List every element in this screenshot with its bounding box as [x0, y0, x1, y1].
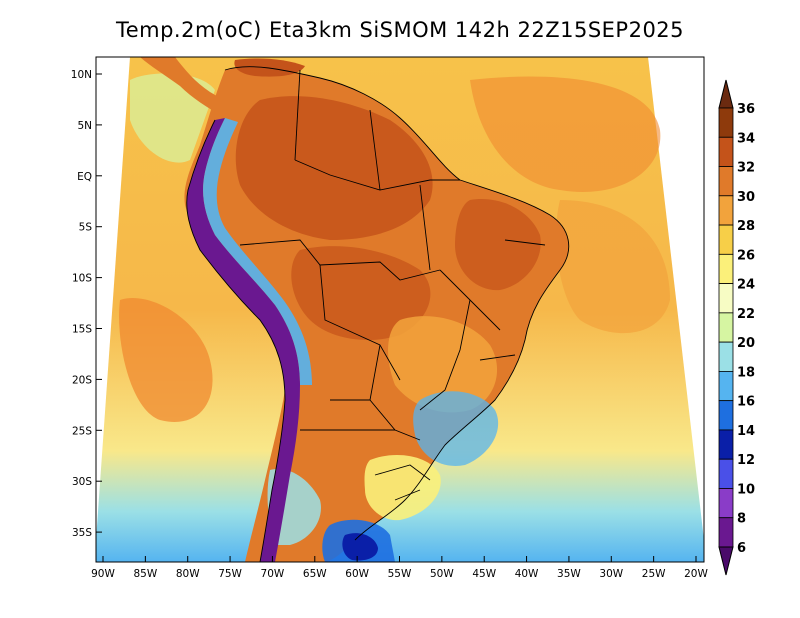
central-america-land [140, 57, 232, 116]
colorbar-label: 28 [737, 219, 755, 234]
lat-tick-label: 5S [79, 222, 93, 234]
atlantic-warm-zone-2 [556, 200, 670, 334]
lon-tick-label: 70W [261, 568, 285, 580]
colorbar-label: 6 [737, 541, 746, 556]
colorbar-band [718, 341, 734, 372]
lon-tick-label: 45W [472, 568, 496, 580]
lat-tick-label: 5N [77, 120, 92, 132]
andes-cold-fringe [203, 118, 312, 385]
colorbar-band [718, 458, 734, 489]
colorbar-label: 16 [737, 395, 755, 410]
lat-tick-label: 10S [72, 273, 92, 285]
northeast-hot-zone [455, 199, 541, 291]
colorbar-label: 10 [737, 482, 755, 497]
lon-tick-label: 20W [684, 568, 708, 580]
colorbar-band [718, 370, 734, 402]
colorbar-label: 36 [737, 102, 755, 117]
colorbar-band [718, 195, 734, 226]
map-title: Temp.2m(oC) Eta3km SiSMOM 142h 22Z15SEP2… [115, 18, 685, 42]
southeast-cool-zone [413, 391, 499, 466]
lat-tick-label: EQ [77, 171, 92, 183]
colorbar-label: 32 [737, 161, 755, 176]
colorbar-label: 34 [737, 131, 755, 146]
lat-tick-label: 10N [71, 69, 92, 81]
lat-tick-label: 20S [72, 374, 92, 386]
colorbar-band [718, 224, 734, 255]
colorbar-band [718, 107, 734, 138]
colorbar-band [718, 253, 734, 284]
longitude-axis: 90W 85W 80W 75W 70W 65W 60W 55W 50W 45W 40W 35W 30W 2… [91, 556, 708, 580]
colorbar-band [718, 400, 734, 431]
lat-tick-label: 25S [72, 425, 92, 437]
colorbar-band [718, 283, 734, 314]
lon-tick-label: 85W [133, 568, 157, 580]
pampas-cold-core [342, 533, 378, 561]
colorbar-label: 14 [737, 424, 755, 439]
south-cool-zone [364, 455, 441, 521]
colorbar-band [718, 312, 734, 343]
lon-tick-label: 60W [345, 568, 369, 580]
colorbar-bottom-arrow [718, 546, 734, 576]
andes-cold-ridge [186, 118, 300, 562]
colorbar-band [718, 429, 734, 460]
lon-tick-label: 40W [515, 568, 539, 580]
lon-tick-label: 50W [430, 568, 454, 580]
colorbar: 36 34 32 30 28 26 24 22 20 18 16 14 12 10 8 6 [718, 79, 755, 576]
map-field [96, 57, 704, 562]
colorbar-band [718, 517, 734, 548]
pacific-warm-zone [119, 298, 213, 422]
lat-tick-label: 30S [72, 476, 92, 488]
lon-tick-label: 65W [303, 568, 327, 580]
colorbar-label: 26 [737, 248, 755, 263]
lon-tick-label: 90W [91, 568, 115, 580]
colorbar-label: 22 [737, 307, 755, 322]
colorbar-label: 30 [737, 190, 755, 205]
colorbar-label: 24 [737, 278, 755, 293]
colorbar-label: 8 [737, 512, 746, 527]
lon-tick-label: 80W [176, 568, 200, 580]
atlantic-warm-zone [470, 76, 661, 192]
lat-tick-label: 15S [72, 324, 92, 336]
lat-tick-label: 35S [72, 527, 92, 539]
lon-tick-label: 35W [557, 568, 581, 580]
latitude-axis: 10N 5N EQ 5S 10S 15S 20S 25S 30S 35S [71, 69, 102, 539]
colorbar-label: 12 [737, 453, 755, 468]
colorbar-band [718, 488, 734, 519]
caribbean-coast-hot [234, 58, 305, 77]
colorbar-band [718, 136, 734, 167]
colorbar-band [718, 166, 734, 197]
cerrado-warm-zone [388, 316, 498, 413]
lon-tick-label: 75W [218, 568, 242, 580]
central-hot-zone [291, 246, 431, 340]
lon-tick-label: 30W [599, 568, 623, 580]
colorbar-top-arrow [718, 79, 734, 109]
country-borders [186, 66, 570, 562]
lon-tick-label: 25W [642, 568, 666, 580]
colorbar-label: 20 [737, 336, 755, 351]
amazon-hot-zone [235, 96, 433, 240]
colorbar-label: 18 [737, 365, 755, 380]
lon-tick-label: 55W [388, 568, 412, 580]
